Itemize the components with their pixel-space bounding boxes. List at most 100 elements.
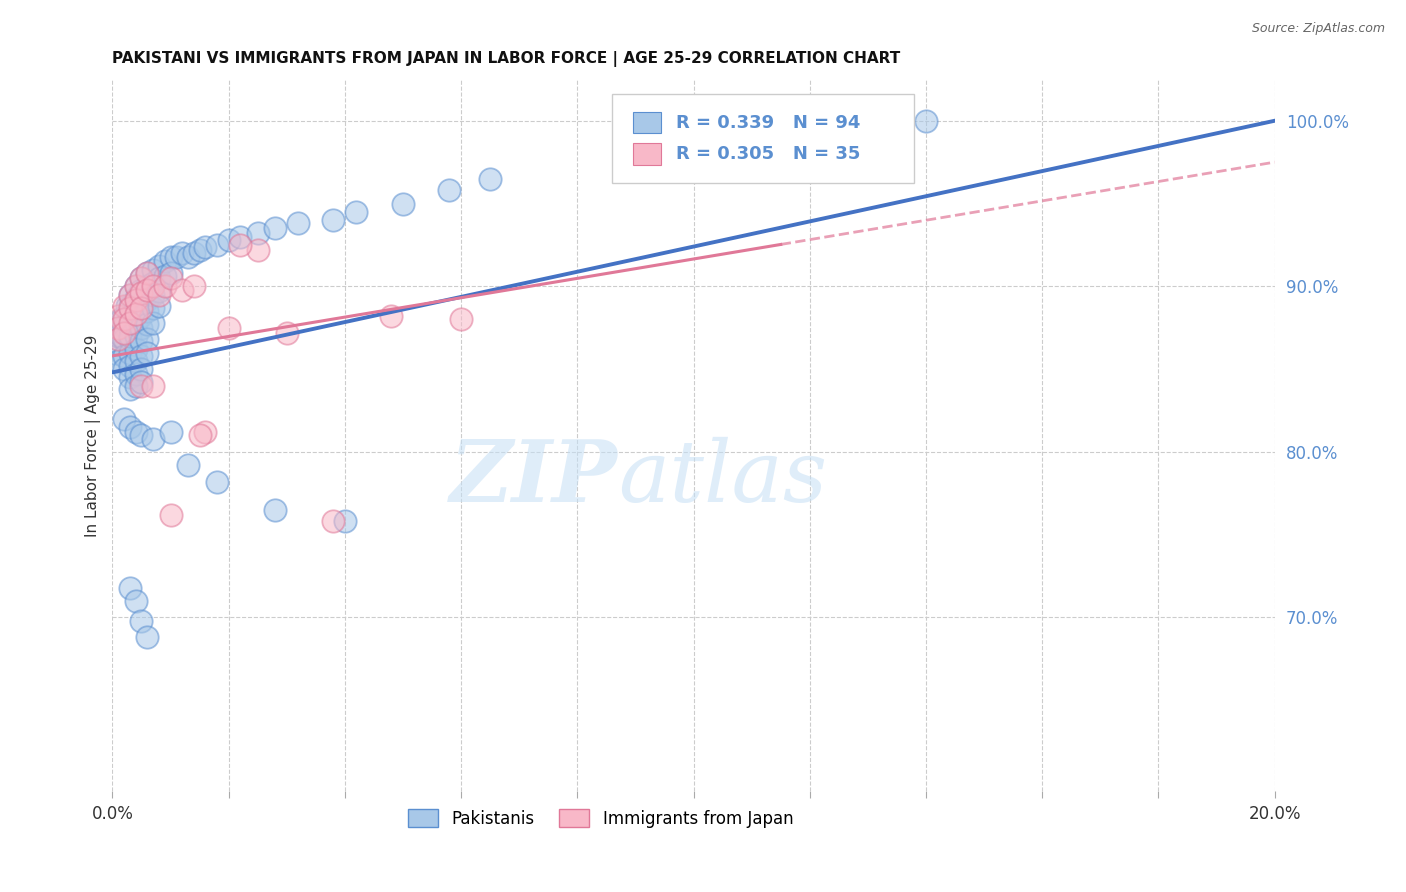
Point [131, 378, 153, 392]
Point [194, 239, 217, 253]
Point [131, 309, 153, 323]
Point [159, 425, 181, 439]
Point [107, 337, 129, 351]
Point [118, 309, 141, 323]
Point [118, 299, 141, 313]
Point [118, 370, 141, 384]
Point [131, 320, 153, 334]
Point [322, 213, 344, 227]
Point [142, 432, 165, 446]
Point [205, 475, 228, 489]
Point [107, 320, 129, 334]
Point [112, 299, 135, 313]
Point [118, 329, 141, 343]
Point [148, 271, 170, 285]
Point [118, 287, 141, 301]
Point [112, 411, 135, 425]
Point [107, 353, 129, 368]
Point [159, 508, 181, 522]
Point [118, 581, 141, 595]
Point [112, 312, 135, 326]
Text: PAKISTANI VS IMMIGRANTS FROM JAPAN IN LABOR FORCE | AGE 25-29 CORRELATION CHART: PAKISTANI VS IMMIGRANTS FROM JAPAN IN LA… [112, 51, 901, 67]
Point [148, 260, 170, 274]
Point [276, 326, 298, 340]
Point [159, 266, 181, 280]
Point [118, 345, 141, 359]
Point [124, 293, 146, 307]
Point [124, 279, 146, 293]
Text: R = 0.305   N = 35: R = 0.305 N = 35 [676, 145, 860, 163]
Point [142, 378, 165, 392]
Point [124, 425, 146, 439]
Point [136, 332, 159, 346]
Point [124, 594, 146, 608]
Point [118, 301, 141, 315]
Point [118, 320, 141, 334]
Point [177, 250, 200, 264]
Point [112, 319, 135, 334]
Point [131, 301, 153, 315]
Point [229, 238, 252, 252]
Point [333, 515, 356, 529]
Text: ZIP: ZIP [450, 436, 619, 520]
Point [142, 279, 165, 293]
Point [142, 287, 165, 301]
Point [124, 353, 146, 368]
Point [131, 428, 153, 442]
Legend: Pakistanis, Immigrants from Japan: Pakistanis, Immigrants from Japan [401, 802, 800, 834]
Point [142, 276, 165, 290]
Point [159, 271, 181, 285]
Point [177, 458, 200, 472]
Point [124, 378, 146, 392]
Text: Source: ZipAtlas.com: Source: ZipAtlas.com [1251, 22, 1385, 36]
Point [118, 420, 141, 434]
Point [110, 312, 132, 326]
Point [136, 318, 159, 332]
Point [131, 334, 153, 348]
Point [392, 196, 415, 211]
Point [450, 312, 472, 326]
Point [107, 332, 129, 346]
Text: atlas: atlas [619, 437, 827, 519]
Point [136, 279, 159, 293]
Point [115, 299, 138, 313]
Point [148, 287, 170, 301]
Point [188, 428, 211, 442]
Point [165, 250, 187, 264]
Point [218, 233, 240, 247]
Point [118, 359, 141, 373]
Point [246, 243, 269, 257]
Point [682, 113, 704, 128]
Point [915, 113, 938, 128]
Point [107, 320, 129, 334]
Point [124, 302, 146, 317]
Point [112, 309, 135, 323]
Point [183, 279, 205, 293]
Point [131, 271, 153, 285]
Point [118, 316, 141, 330]
Point [188, 243, 211, 257]
Point [136, 345, 159, 359]
Point [148, 299, 170, 313]
Point [131, 285, 153, 300]
Text: R = 0.339   N = 94: R = 0.339 N = 94 [676, 114, 860, 132]
Point [131, 283, 153, 297]
Point [124, 308, 146, 322]
Point [264, 503, 287, 517]
Point [136, 630, 159, 644]
Point [112, 362, 135, 376]
Point [131, 376, 153, 390]
Point [183, 246, 205, 260]
Point [172, 283, 194, 297]
Point [153, 269, 176, 284]
Point [124, 329, 146, 343]
Point [136, 266, 159, 280]
Point [159, 250, 181, 264]
Point [194, 425, 217, 439]
Point [131, 271, 153, 285]
Point [124, 279, 146, 293]
Point [131, 296, 153, 310]
Point [322, 515, 344, 529]
Point [118, 332, 141, 346]
Point [205, 238, 228, 252]
